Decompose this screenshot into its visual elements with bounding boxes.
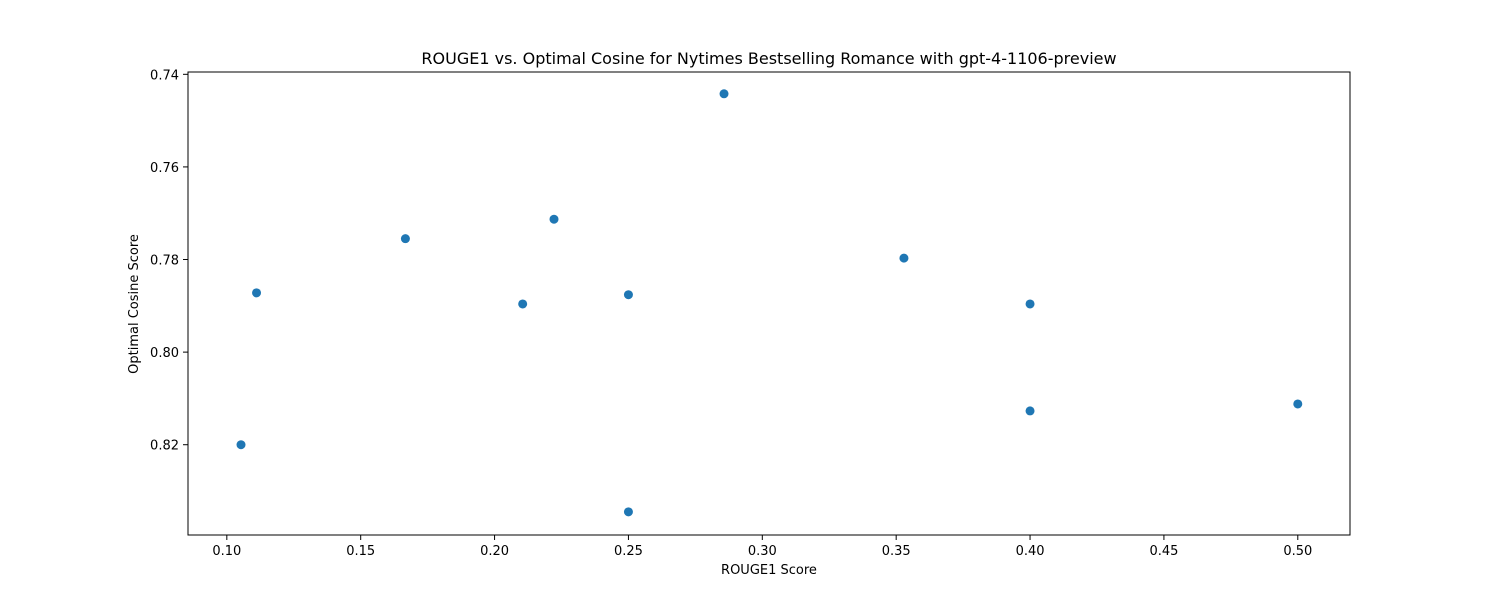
data-point-11 — [1025, 406, 1035, 416]
plot-frame — [187, 71, 1351, 536]
y-tick-label: 0.76 — [150, 161, 179, 176]
data-point-12 — [1293, 399, 1303, 409]
data-point-9 — [899, 253, 909, 263]
x-tick-label: 0.20 — [480, 544, 509, 559]
data-point-1 — [236, 440, 246, 450]
x-tick-label: 0.35 — [882, 544, 911, 559]
x-axis-ticks: 0.10 0.15 0.20 0.25 0.30 0.35 0.40 0.45 0.50 — [212, 535, 1312, 559]
data-point-10 — [1025, 299, 1035, 309]
x-axis-label: ROUGE1 Score — [721, 563, 817, 578]
y-tick-label: 0.78 — [150, 254, 179, 269]
x-tick-label: 0.25 — [614, 544, 643, 559]
data-point-3 — [400, 234, 410, 244]
x-tick-label: 0.45 — [1149, 544, 1178, 559]
data-points — [236, 89, 1303, 517]
y-tick-label: 0.82 — [150, 439, 179, 454]
y-tick-label: 0.80 — [150, 346, 179, 361]
x-tick-label: 0.50 — [1283, 544, 1312, 559]
chart-title: ROUGE1 vs. Optimal Cosine for Nytimes Be… — [421, 49, 1116, 68]
x-tick-label: 0.10 — [212, 544, 241, 559]
data-point-7 — [623, 507, 633, 517]
data-point-8 — [719, 89, 729, 99]
x-tick-label: 0.15 — [346, 544, 375, 559]
data-point-2 — [252, 288, 262, 298]
data-point-4 — [518, 299, 528, 309]
x-tick-label: 0.40 — [1016, 544, 1045, 559]
y-axis-label: Optimal Cosine Score — [127, 234, 142, 374]
x-tick-label: 0.30 — [748, 544, 777, 559]
data-point-6 — [623, 290, 633, 300]
y-tick-label: 0.74 — [150, 68, 179, 83]
y-axis-ticks: 0.74 0.76 0.78 0.80 0.82 — [150, 68, 188, 454]
data-point-5 — [549, 214, 559, 224]
